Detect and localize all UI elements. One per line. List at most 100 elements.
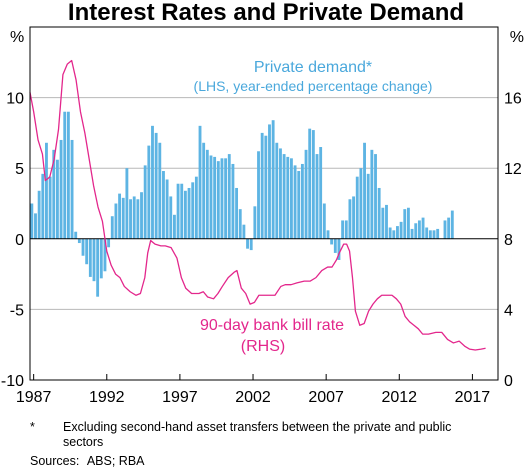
bar	[55, 159, 59, 239]
bar	[52, 149, 56, 239]
bar	[355, 176, 359, 239]
x-axis-label: 1987	[16, 389, 52, 406]
left-axis-label: -5	[10, 302, 24, 319]
bar	[176, 183, 180, 239]
bar	[209, 155, 213, 239]
x-axis-label: 1992	[89, 389, 125, 406]
left-axis-unit: %	[10, 29, 24, 46]
bar	[425, 227, 429, 239]
bar	[348, 199, 352, 239]
bar	[114, 203, 118, 239]
right-axis-label: 0	[504, 373, 513, 390]
x-axis-label: 2017	[455, 389, 491, 406]
bar	[249, 238, 253, 251]
bar	[396, 226, 399, 239]
bank-bill-rate-line	[29, 59, 486, 351]
private-demand-label: Private demand*	[254, 59, 372, 76]
right-axis-label: 4	[504, 302, 513, 319]
bar	[235, 187, 239, 239]
bar	[363, 142, 366, 239]
bar	[238, 209, 242, 239]
x-axis-label: 2012	[381, 389, 417, 406]
bank-bill-rate-line-group	[29, 59, 486, 351]
gridlines	[30, 97, 498, 310]
bar	[81, 238, 85, 256]
bar	[132, 196, 136, 239]
x-axis-label: 2007	[308, 389, 344, 406]
bar	[103, 238, 107, 272]
bar	[220, 158, 224, 239]
bar	[289, 158, 293, 239]
bar	[92, 238, 96, 282]
bar	[282, 154, 286, 239]
bar	[322, 203, 326, 239]
bar	[202, 142, 206, 239]
bar	[66, 111, 70, 239]
bar	[154, 132, 158, 239]
bar	[165, 179, 169, 239]
bar	[410, 228, 414, 239]
bar	[447, 217, 451, 239]
bar	[70, 139, 74, 239]
x-axis-label: 1997	[162, 389, 198, 406]
bar	[169, 196, 173, 239]
bar	[74, 231, 78, 239]
private-demand-sublabel: (LHS, year-ended percentage change)	[194, 78, 433, 94]
right-axis-label: 16	[504, 91, 522, 108]
bar	[85, 238, 89, 265]
bar	[191, 182, 195, 239]
bar	[319, 147, 323, 239]
bar	[304, 149, 308, 239]
bar	[88, 238, 92, 277]
bar	[286, 156, 290, 239]
bar	[428, 230, 432, 239]
left-axis-label: 5	[15, 161, 24, 178]
plot-frame	[29, 26, 499, 381]
bar	[330, 238, 334, 245]
bar	[205, 149, 209, 239]
sources: Sources: ABS; RBA	[30, 454, 330, 469]
bar	[370, 149, 374, 239]
bar	[293, 165, 297, 239]
bar	[183, 190, 187, 239]
left-axis-label: 0	[15, 232, 24, 249]
bar	[118, 193, 122, 239]
bar	[216, 161, 220, 239]
bar	[99, 238, 103, 279]
bar	[359, 168, 363, 239]
bar	[399, 221, 403, 239]
bar	[110, 216, 114, 239]
bar	[432, 230, 436, 239]
bar	[341, 220, 345, 239]
bar	[414, 223, 418, 239]
bar	[268, 124, 271, 239]
bar	[246, 238, 249, 249]
bar	[333, 238, 337, 253]
bar	[129, 199, 132, 239]
bar	[450, 210, 454, 239]
bar	[30, 203, 34, 239]
axis-ticks	[33, 374, 473, 380]
bar	[45, 142, 48, 239]
bar	[107, 238, 111, 248]
right-axis-label: 12	[504, 161, 522, 178]
bar	[143, 165, 147, 239]
footnote-marker: *	[30, 420, 35, 434]
sources-text: ABS; RBA	[86, 454, 145, 468]
bar	[48, 176, 52, 239]
bar	[231, 163, 235, 239]
bar	[187, 187, 191, 239]
bar	[315, 154, 319, 239]
bar	[271, 120, 275, 239]
bar	[392, 230, 396, 239]
bar	[158, 142, 162, 239]
bar	[63, 111, 67, 239]
bar	[194, 176, 198, 239]
bar	[172, 214, 176, 239]
bar	[377, 187, 381, 239]
bar	[374, 154, 377, 239]
bar	[297, 171, 301, 239]
bar	[260, 132, 264, 239]
left-axis-labels: -10 -5 0 5 10	[1, 91, 24, 390]
